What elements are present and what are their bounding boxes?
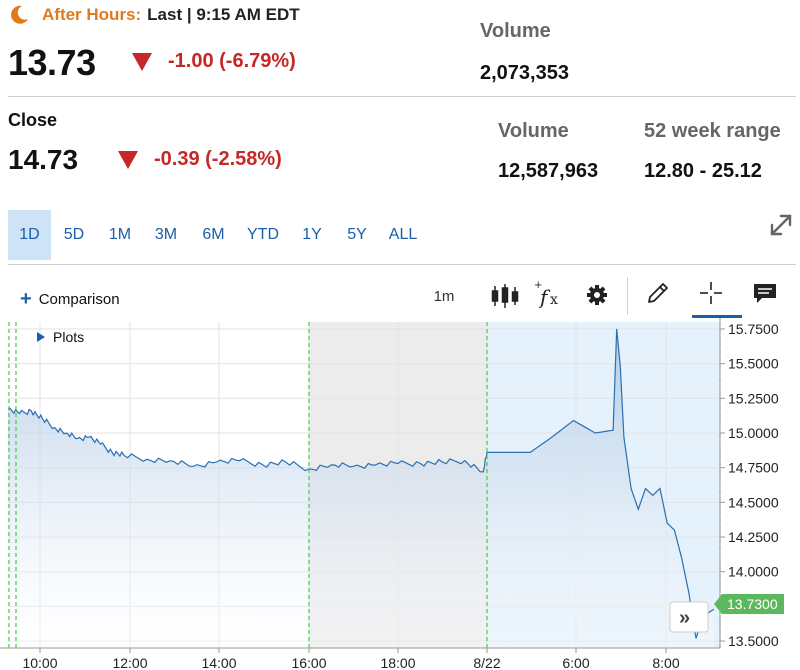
plots-toggle[interactable]: Plots: [37, 329, 84, 345]
comparison-button[interactable]: + Comparison: [20, 289, 120, 309]
close-price: 14.73: [8, 144, 79, 175]
tab-1y[interactable]: 1Y: [302, 226, 322, 243]
after-hours-label: After Hours:: [42, 5, 142, 24]
tab-1d[interactable]: 1D: [8, 210, 51, 260]
after-hours-price: 13.73: [8, 42, 96, 83]
after-hours-status: Last | 9:15 AM EDT: [147, 5, 300, 24]
plots-label: Plots: [53, 329, 84, 345]
moon-icon: [11, 5, 28, 24]
tab-5y[interactable]: 5Y: [347, 226, 367, 243]
y-tick-label: 15.5000: [728, 356, 779, 372]
x-tick-label: 6:00: [562, 655, 589, 670]
week-range-value: 12.80 - 25.12: [644, 160, 762, 182]
close-change: -0.39 (-2.58%): [118, 148, 282, 171]
y-tick-label: 14.0000: [728, 564, 779, 580]
y-tick-label: 14.2500: [728, 529, 779, 545]
toolbar-separator: [627, 277, 628, 315]
y-tick-label: 14.7500: [728, 460, 779, 476]
tab-1m[interactable]: 1M: [108, 226, 132, 243]
close-volume-value: 12,587,963: [498, 160, 599, 182]
after-hours-change: -1.00 (-6.79%): [132, 50, 296, 73]
y-tick-label: 15.0000: [728, 425, 779, 441]
tab-6m[interactable]: 6M: [202, 226, 225, 243]
interval-selector[interactable]: 1m: [433, 287, 455, 305]
week-range-label: 52 week range: [644, 120, 781, 142]
close-volume-label: Volume: [498, 120, 569, 142]
after-hours-volume-label: Volume: [480, 20, 551, 42]
down-arrow-icon: [118, 150, 138, 169]
tab-3m[interactable]: 3M: [154, 226, 178, 243]
crosshair-active-indicator: [692, 315, 742, 318]
y-tick-label: 14.5000: [728, 494, 779, 510]
range-tabs: 1D 5D 1M 3M 6M YTD 1Y 5Y ALL: [8, 210, 428, 260]
last-price-label: 13.7300: [727, 596, 778, 612]
y-tick-label: 13.5000: [728, 633, 779, 649]
price-line: [7, 328, 715, 639]
after-hours-volume-value: 2,073,353: [480, 62, 569, 84]
triangle-right-icon: [37, 332, 45, 342]
x-tick-label: 8/22: [473, 655, 500, 670]
x-axis: 10:00 12:00 14:00 16:00 18:00 8/22 6:00 8:00: [22, 648, 680, 670]
x-tick-label: 8:00: [652, 655, 679, 670]
toolbar-divider: [8, 264, 796, 265]
scroll-right-bg: [669, 601, 709, 633]
x-tick-label: 14:00: [201, 655, 236, 670]
price-area: [8, 328, 714, 648]
divider: [8, 96, 796, 97]
expand-icon[interactable]: [764, 208, 798, 242]
double-chevron-right-icon: »: [679, 607, 690, 629]
after-hours-change-value: -1.00 (-6.79%): [168, 50, 296, 72]
after-hours-row: After Hours: Last | 9:15 AM EDT: [8, 4, 300, 26]
last-price-badge: 13.7300: [714, 594, 784, 614]
scroll-right-button[interactable]: »: [669, 601, 709, 633]
svg-text:+: +: [534, 280, 542, 291]
price-chart[interactable]: 15.7500 15.5000 15.2500 15.0000 14.7500 14.50…: [0, 318, 800, 670]
x-tick-label: 16:00: [291, 655, 326, 670]
tab-all[interactable]: ALL: [388, 226, 418, 243]
gear-icon[interactable]: [586, 284, 608, 306]
plus-icon: +: [20, 288, 32, 310]
svg-text:x: x: [550, 292, 558, 308]
function-icon[interactable]: + f x: [534, 280, 564, 310]
last-price-badge-bg: [714, 594, 784, 614]
y-tick-label: 15.7500: [728, 321, 779, 337]
tab-ytd[interactable]: YTD: [247, 226, 279, 243]
down-arrow-icon: [132, 52, 152, 71]
tab-5d[interactable]: 5D: [63, 226, 85, 243]
x-tick-label: 12:00: [112, 655, 147, 670]
x-tick-label: 10:00: [22, 655, 57, 670]
candlestick-icon[interactable]: [490, 282, 520, 310]
x-tick-label: 18:00: [380, 655, 415, 670]
pencil-icon[interactable]: [645, 280, 671, 306]
y-tick-label: 15.2500: [728, 390, 779, 406]
close-label: Close: [8, 110, 58, 130]
crosshair-icon[interactable]: [698, 280, 724, 306]
comparison-label: Comparison: [38, 290, 120, 308]
close-change-value: -0.39 (-2.58%): [154, 148, 282, 170]
comment-icon[interactable]: [752, 282, 778, 306]
